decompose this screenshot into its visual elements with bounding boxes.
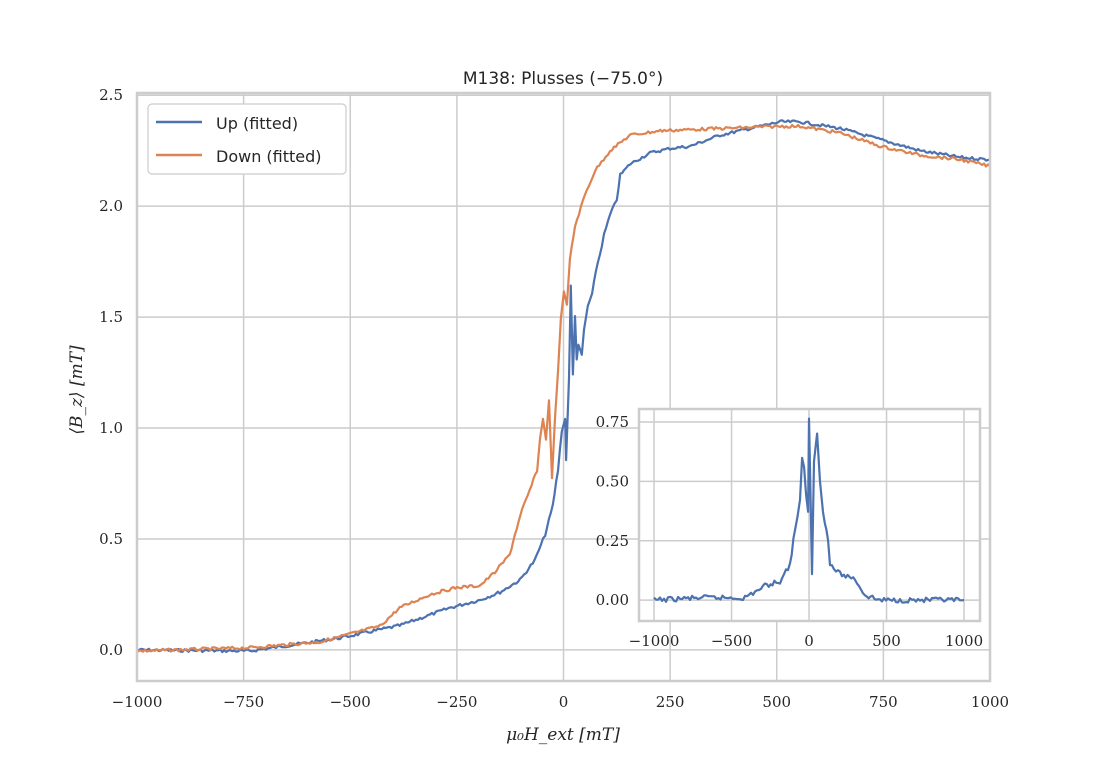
x-tick-label: −1000 xyxy=(629,632,680,650)
x-tick-label: −1000 xyxy=(112,693,163,711)
main-plot: −1000 −750 −500 −250 0 250 500 750 1000 0.0 0.5 1.0… xyxy=(67,69,1009,745)
x-tick-label: −500 xyxy=(711,632,752,650)
x-tick-label: −500 xyxy=(330,693,371,711)
y-tick-label: 0.0 xyxy=(99,641,123,659)
y-tick-label: 0.25 xyxy=(596,532,629,550)
x-tick-label: 750 xyxy=(869,693,898,711)
chart-title: M138: Plusses (−75.0°) xyxy=(463,69,663,89)
legend: Up (fitted) Down (fitted) xyxy=(147,103,347,175)
y-tick-label: 1.5 xyxy=(99,308,123,326)
y-tick-label: 0.00 xyxy=(596,591,629,609)
y-tick-label: 2.5 xyxy=(99,86,123,104)
x-tick-label: 1000 xyxy=(945,632,983,650)
inset-plot: −1000 −500 0 500 1000 0.00 0.25 0.50 0.75 xyxy=(596,407,983,650)
legend-label-up: Up (fitted) xyxy=(216,114,298,133)
y-tick-label: 0.50 xyxy=(596,472,629,490)
series-line-difference xyxy=(653,417,965,604)
x-tick-label: 500 xyxy=(872,632,901,650)
y-tick-label: 0.75 xyxy=(596,413,629,431)
x-tick-label: 500 xyxy=(762,693,791,711)
x-tick-label: 250 xyxy=(656,693,685,711)
x-tick-label: −750 xyxy=(223,693,264,711)
y-tick-label: 1.0 xyxy=(99,419,123,437)
y-tick-label: 0.5 xyxy=(99,530,123,548)
x-axis-label: μ₀H_ext [mT] xyxy=(506,725,620,745)
legend-label-down: Down (fitted) xyxy=(216,147,322,166)
x-tick-label: −250 xyxy=(436,693,477,711)
inset-axes-frame xyxy=(637,407,982,623)
series-line-down-fitted xyxy=(136,123,991,654)
y-axis-label: ⟨B_z⟩ [mT] xyxy=(67,345,87,435)
y-tick-label: 2.0 xyxy=(99,197,123,215)
x-tick-label: 0 xyxy=(804,632,814,650)
x-tick-label: 1000 xyxy=(971,693,1009,711)
main-axes-frame xyxy=(135,91,992,683)
x-tick-label: 0 xyxy=(559,693,569,711)
